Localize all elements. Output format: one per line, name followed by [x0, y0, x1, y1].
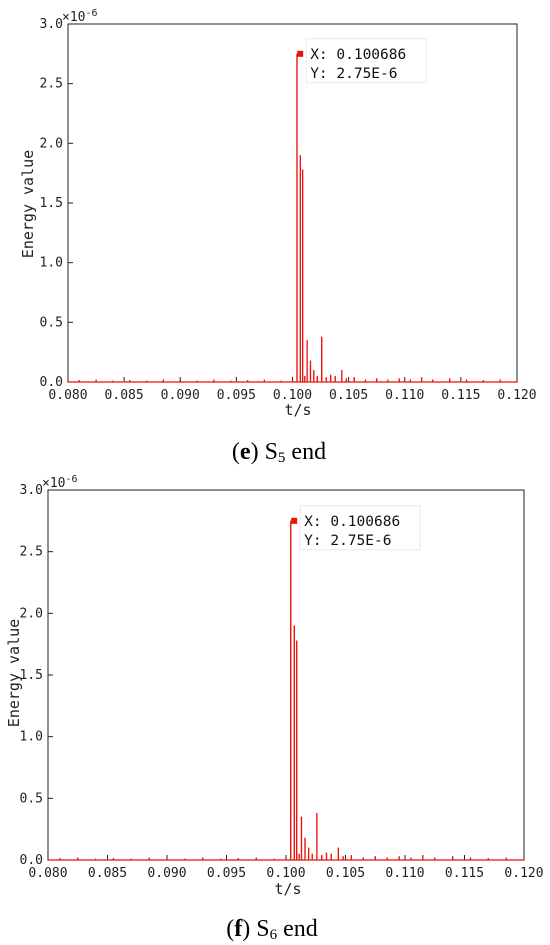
x-tick-label: 0.080 [28, 866, 67, 881]
annotation-y-text: Y: 2.75E-6 [310, 66, 397, 82]
y-tick-label: 1.5 [20, 668, 43, 683]
x-tick-label: 0.085 [88, 866, 127, 881]
caption-letter: f [234, 916, 243, 942]
x-tick-label: 0.115 [441, 388, 480, 403]
caption-subscript: 5 [278, 450, 286, 466]
plot-area: 0.080 0.085 0.090 0.095 0.100 0.105 0.110 0.115… [20, 483, 544, 881]
x-tick-label: 0.095 [207, 866, 246, 881]
x-axis-label: t/s [274, 880, 301, 898]
y-multiplier-label: ×10-6 [62, 8, 98, 25]
y-multiplier-base: ×10 [62, 10, 85, 25]
chart-panel-f: 0.080 0.085 0.090 0.095 0.100 0.105 0.110 0.115… [5, 474, 544, 943]
caption-name: S [265, 439, 278, 465]
y-tick-label: 3.0 [40, 17, 63, 32]
y-tick-label: 1.5 [40, 196, 63, 211]
x-tick-label: 0.090 [147, 866, 186, 881]
chart-panel-e: 0.080 0.085 0.090 0.095 0.100 0.105 0.110 0.115… [19, 8, 537, 466]
x-tick-label: 0.095 [217, 388, 256, 403]
caption-rest: end [285, 439, 326, 465]
caption-name: S [256, 916, 269, 942]
caption-subscript: 6 [270, 927, 278, 943]
x-tick-label: 0.105 [329, 388, 368, 403]
y-tick-label: 0.0 [20, 853, 43, 868]
y-tick-label: 0.5 [40, 315, 63, 330]
y-tick-label: 0.5 [20, 791, 43, 806]
x-tick-label: 0.110 [385, 388, 424, 403]
y-axis-label: Energy value [19, 150, 37, 258]
annotation-x-text: X: 0.100686 [310, 47, 406, 63]
y-axis-label: Energy value [5, 619, 23, 727]
x-tick-label: 0.100 [266, 866, 305, 881]
annotation-box [305, 38, 427, 84]
y-tick-label: 2.0 [20, 606, 43, 621]
annotation-marker [297, 50, 304, 57]
annotation-x-text: X: 0.100686 [304, 514, 400, 530]
plot-frame [67, 23, 518, 383]
x-tick-label: 0.085 [105, 388, 144, 403]
annotation-marker [291, 517, 298, 524]
annotation-y-text: Y: 2.75E-6 [304, 533, 391, 549]
data-series-line [47, 520, 525, 861]
x-axis-label: t/s [284, 401, 311, 419]
data-series-line [67, 53, 518, 383]
y-tick-label: 3.0 [20, 483, 43, 498]
panel-caption-e: (e) S5 end [232, 439, 326, 466]
x-tick-label: 0.110 [385, 866, 424, 881]
y-tick-label: 1.0 [20, 730, 43, 745]
x-tick-label: 0.080 [48, 388, 87, 403]
caption-letter: e [240, 439, 251, 465]
plot-frame [47, 489, 525, 861]
y-multiplier-exp: -6 [65, 474, 77, 485]
y-tick-label: 0.0 [40, 375, 63, 390]
x-tick-label: 0.120 [497, 388, 536, 403]
annotation-box [299, 505, 421, 551]
panel-caption-f: (f) S6 end [226, 916, 318, 943]
y-tick-label: 2.0 [40, 136, 63, 151]
y-tick-label: 2.5 [20, 545, 43, 560]
x-tick-label: 0.120 [504, 866, 543, 881]
y-tick-label: 1.0 [40, 256, 63, 271]
x-tick-label: 0.100 [273, 388, 312, 403]
x-tick-label: 0.115 [445, 866, 484, 881]
y-tick-label: 2.5 [40, 77, 63, 92]
y-multiplier-label: ×10-6 [42, 474, 78, 491]
plot-area: 0.080 0.085 0.090 0.095 0.100 0.105 0.110 0.115… [40, 17, 537, 403]
y-multiplier-exp: -6 [85, 8, 97, 19]
caption-rest: end [277, 916, 318, 942]
x-tick-label: 0.105 [326, 866, 365, 881]
x-tick-label: 0.090 [161, 388, 200, 403]
y-multiplier-base: ×10 [42, 476, 65, 491]
